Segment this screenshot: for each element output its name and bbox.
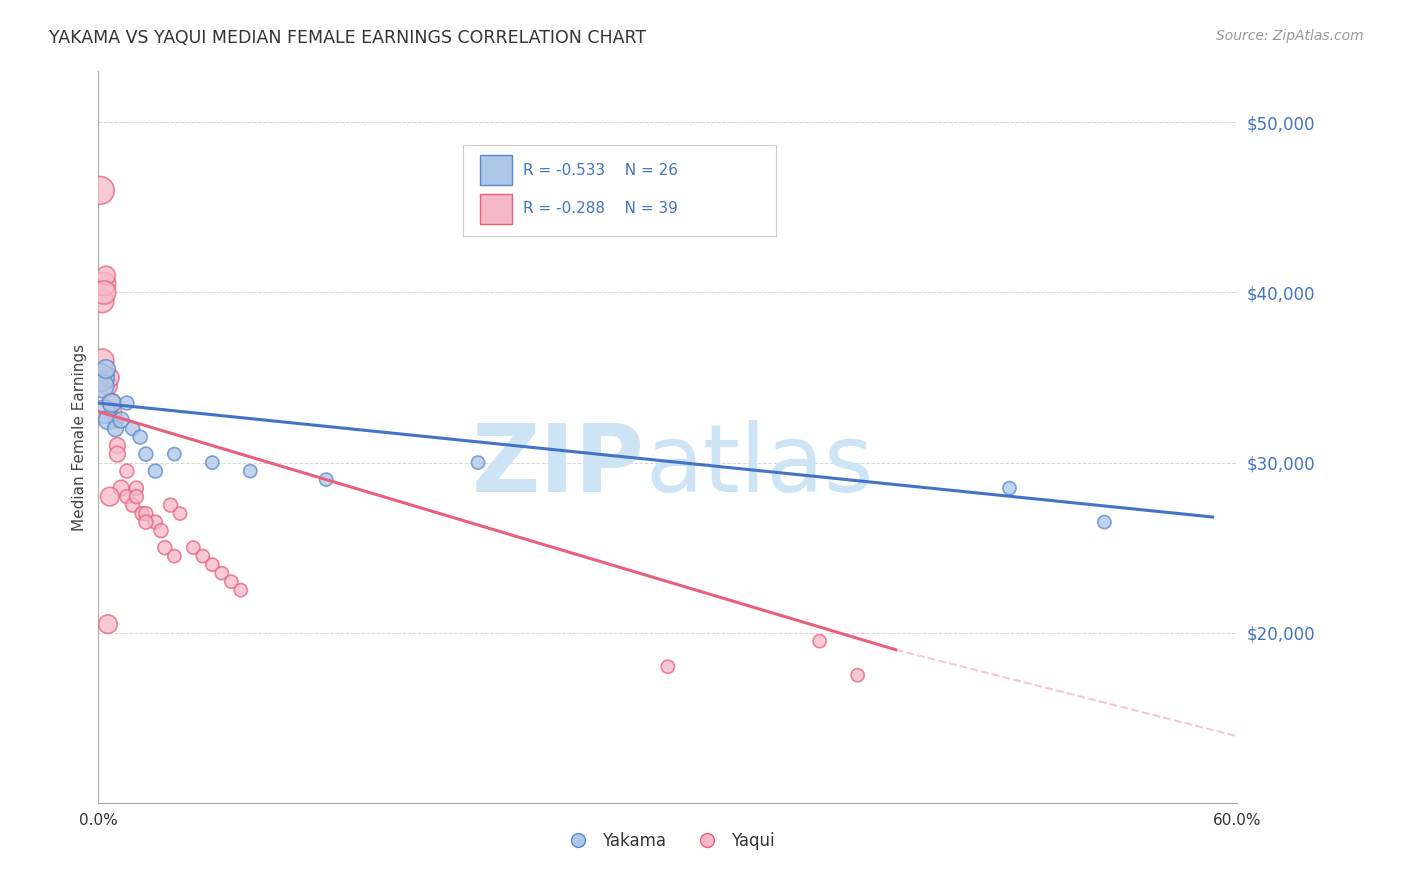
Point <box>98 490 121 504</box>
Point <box>89 370 111 384</box>
Point <box>98 370 121 384</box>
Point <box>846 668 869 682</box>
Point <box>104 413 127 427</box>
Point <box>107 439 129 453</box>
Point <box>467 456 489 470</box>
Point <box>97 617 120 632</box>
Point <box>135 447 157 461</box>
Point <box>163 447 186 461</box>
Point <box>129 430 152 444</box>
Point <box>239 464 262 478</box>
Point <box>93 277 115 291</box>
Text: ZIP: ZIP <box>472 420 645 512</box>
Point <box>103 404 125 418</box>
Point <box>121 498 143 512</box>
Point <box>150 524 173 538</box>
Point <box>808 634 831 648</box>
Point <box>93 285 115 300</box>
Point <box>998 481 1021 495</box>
Point <box>211 566 233 581</box>
Point <box>191 549 214 563</box>
Point <box>91 293 114 308</box>
Point <box>125 490 148 504</box>
Point <box>115 490 138 504</box>
Text: YAKAMA VS YAQUI MEDIAN FEMALE EARNINGS CORRELATION CHART: YAKAMA VS YAQUI MEDIAN FEMALE EARNINGS C… <box>49 29 647 46</box>
Point <box>135 515 157 529</box>
Point <box>93 404 115 418</box>
Point <box>110 481 132 495</box>
Point <box>229 583 252 598</box>
Point <box>97 413 120 427</box>
Point <box>104 421 127 435</box>
Point <box>100 396 122 410</box>
Text: atlas: atlas <box>645 420 873 512</box>
Point <box>131 507 153 521</box>
Point <box>1094 515 1116 529</box>
Point <box>183 541 205 555</box>
Y-axis label: Median Female Earnings: Median Female Earnings <box>72 343 87 531</box>
Point <box>94 268 117 283</box>
Point <box>94 362 117 376</box>
Point <box>221 574 243 589</box>
Point <box>89 183 111 197</box>
Text: R = -0.533    N = 26: R = -0.533 N = 26 <box>523 162 678 178</box>
Point <box>201 456 224 470</box>
Point <box>115 464 138 478</box>
FancyBboxPatch shape <box>463 145 776 235</box>
Point <box>97 379 120 393</box>
Legend: Yakama, Yaqui: Yakama, Yaqui <box>555 825 780 856</box>
Point <box>110 413 132 427</box>
Point <box>169 507 191 521</box>
Text: R = -0.288    N = 39: R = -0.288 N = 39 <box>523 202 678 217</box>
Point <box>135 507 157 521</box>
Point <box>145 515 167 529</box>
FancyBboxPatch shape <box>479 154 512 186</box>
Point <box>163 549 186 563</box>
Point <box>315 473 337 487</box>
Point <box>125 481 148 495</box>
Point <box>657 659 679 673</box>
Point <box>91 379 114 393</box>
Point <box>91 353 114 368</box>
FancyBboxPatch shape <box>479 194 512 224</box>
Point <box>153 541 176 555</box>
Point <box>159 498 181 512</box>
Point <box>115 396 138 410</box>
Point <box>121 421 143 435</box>
Point <box>201 558 224 572</box>
Point <box>107 447 129 461</box>
Point <box>145 464 167 478</box>
Point <box>100 396 122 410</box>
Text: Source: ZipAtlas.com: Source: ZipAtlas.com <box>1216 29 1364 43</box>
